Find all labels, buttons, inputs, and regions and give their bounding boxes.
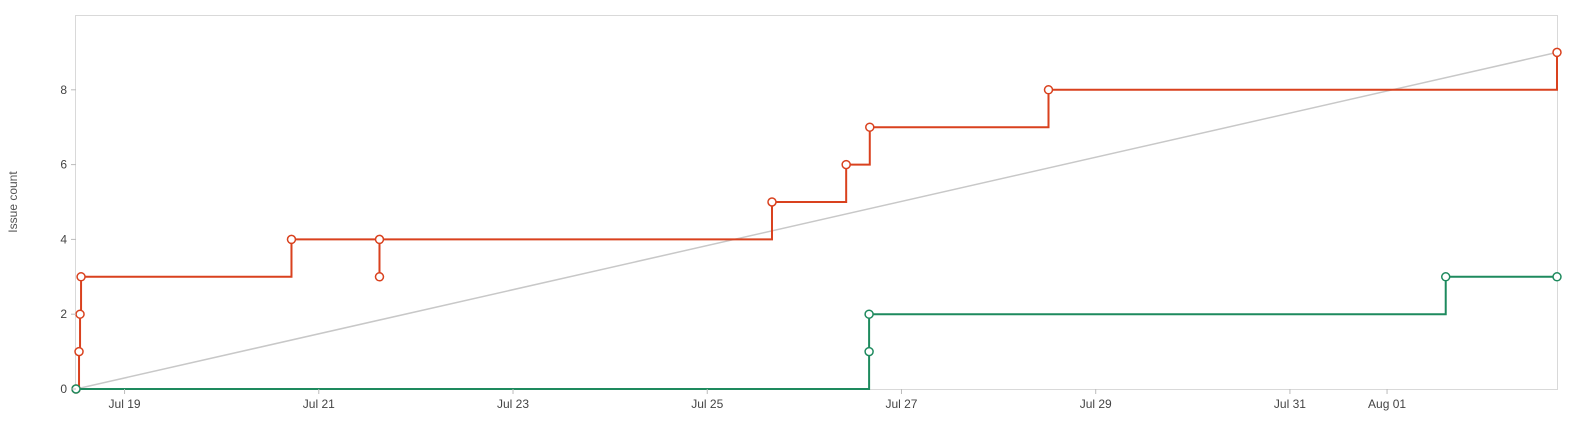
data-point[interactable] [1552,272,1562,282]
y-tick-label: 6 [60,158,67,172]
x-tick-label: Jul 25 [691,397,723,411]
x-tick-label: Jul 31 [1274,397,1306,411]
y-axis-title: Issue count [6,171,20,233]
data-point[interactable] [1043,85,1054,95]
x-tick-label: Jul 23 [497,397,529,411]
y-tick-label: 4 [60,232,67,246]
data-point[interactable] [841,159,851,170]
data-point[interactable] [767,197,777,207]
series-line [75,51,1558,390]
data-point[interactable] [286,234,297,245]
series-line [76,275,1557,390]
data-point[interactable] [865,122,875,132]
data-point[interactable] [75,309,85,319]
data-point[interactable] [1552,47,1562,58]
data-point[interactable] [864,309,874,319]
y-tick-label: 8 [60,83,67,97]
x-axis-ticks: Jul 19 Jul 21 Jul 23 Jul 25 Jul 27 Jul 29 Jul … [109,389,1406,411]
x-tick-label: Aug 01 [1368,397,1406,411]
data-point[interactable] [374,272,385,282]
series-line [76,52,1558,390]
x-tick-label: Jul 29 [1080,397,1112,411]
data-point[interactable] [374,234,385,245]
x-tick-label: Jul 27 [885,397,917,411]
y-tick-label: 0 [60,382,67,396]
data-point[interactable] [864,346,874,357]
series-layer [71,47,1562,394]
data-point[interactable] [76,272,86,282]
y-tick-label: 2 [60,307,67,321]
y-axis-ticks: 0 2 4 6 8 [60,83,76,396]
x-tick-label: Jul 19 [109,397,141,411]
data-point[interactable] [74,346,84,357]
x-tick-label: Jul 21 [303,397,335,411]
data-point[interactable] [1440,272,1451,282]
